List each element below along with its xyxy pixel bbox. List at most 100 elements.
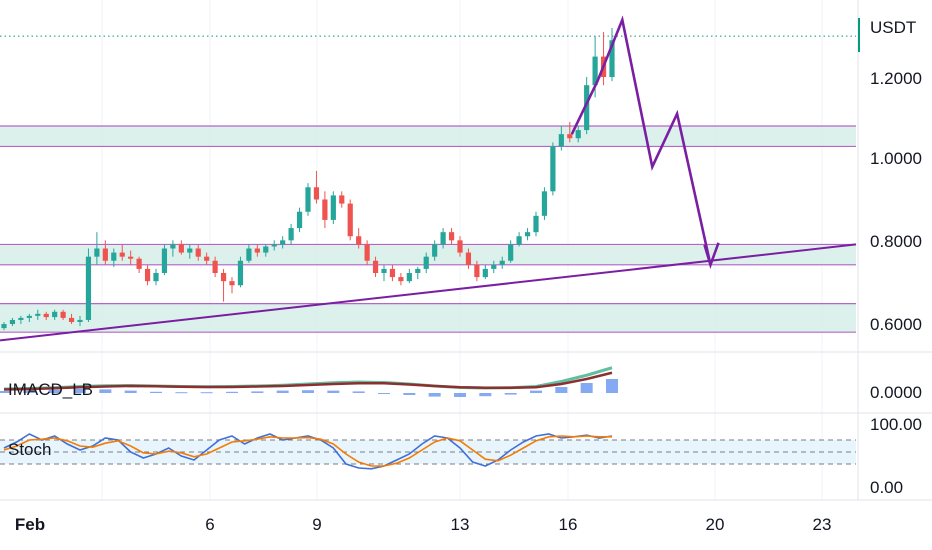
candle-body xyxy=(195,248,201,257)
candle-body xyxy=(389,268,396,278)
time-axis-label: 9 xyxy=(312,515,321,534)
candle-body xyxy=(372,260,379,273)
stoch-k-line xyxy=(3,433,613,470)
candle-body xyxy=(347,203,353,237)
macd-histogram-bar xyxy=(580,383,593,393)
candle-body xyxy=(254,248,260,253)
candle-body xyxy=(52,311,58,318)
candle-body xyxy=(415,268,421,273)
candle-body xyxy=(592,56,598,86)
candle-body xyxy=(524,232,531,237)
candle-body xyxy=(448,232,455,241)
macd-histogram-bar xyxy=(48,389,61,393)
candle-body xyxy=(153,273,159,282)
time-axis-label: 13 xyxy=(451,515,470,534)
macd-histogram-bar xyxy=(327,390,340,393)
projection-arrowhead xyxy=(703,242,720,269)
macd-histogram-bar xyxy=(23,390,36,393)
macd-histogram-bar xyxy=(150,391,162,393)
imacd-legend[interactable]: IMACD_LB xyxy=(8,380,93,399)
candle-body xyxy=(18,317,24,320)
macd-histogram-bar xyxy=(302,390,314,393)
macd-histogram-bar xyxy=(378,393,390,394)
time-axis-label: 16 xyxy=(559,515,578,534)
macd-histogram-bar xyxy=(226,391,238,393)
candle-body xyxy=(102,248,108,261)
candle-body xyxy=(26,315,32,318)
zone-fill xyxy=(0,126,856,147)
candle-body xyxy=(229,281,235,286)
macd-histogram-bar xyxy=(0,391,10,393)
macd-histogram-bar xyxy=(74,389,86,393)
candle-body xyxy=(432,244,438,257)
time-axis-label: Feb xyxy=(15,515,45,534)
candle-body xyxy=(575,130,581,139)
candle-body xyxy=(187,248,193,253)
macd-histogram-bar xyxy=(479,393,492,397)
projection-path xyxy=(570,15,712,266)
candle-body xyxy=(170,244,176,249)
price-tick: 1.0000 xyxy=(870,149,922,168)
price-tick: 1.2000 xyxy=(870,69,922,88)
macd-histogram-bar xyxy=(454,393,466,397)
candle-body xyxy=(1,324,7,329)
candle-body xyxy=(94,248,100,257)
candle-body xyxy=(136,258,142,269)
stoch-axis-tick: 100.00 xyxy=(870,415,922,434)
candle-body xyxy=(9,319,16,325)
candle-body xyxy=(423,256,429,269)
candle-body xyxy=(482,268,488,278)
candle-body xyxy=(305,187,311,212)
candle-body xyxy=(119,252,125,257)
candle-body xyxy=(330,195,336,220)
candle-body xyxy=(609,40,615,77)
price-tick: 0.8000 xyxy=(870,232,922,251)
candle-body xyxy=(313,187,320,200)
candle-body xyxy=(288,228,294,241)
macd-histogram-bar xyxy=(200,392,213,394)
candle-body xyxy=(364,244,370,261)
candle-body xyxy=(77,319,83,322)
zone-fill xyxy=(0,244,856,265)
stoch-legend[interactable]: Stoch xyxy=(8,440,51,459)
macd-histogram-bar xyxy=(504,393,517,395)
candle-body xyxy=(381,268,387,273)
candle-body xyxy=(516,236,522,245)
stoch-d-line xyxy=(3,435,612,467)
macd-histogram-bar xyxy=(555,387,568,393)
candle-body xyxy=(558,134,564,147)
candle-body xyxy=(474,264,480,278)
candle-body xyxy=(322,199,328,220)
candle-body xyxy=(533,215,539,233)
candle-body xyxy=(406,273,412,282)
candle-body xyxy=(212,260,218,273)
candle-body xyxy=(128,256,134,259)
candle-body xyxy=(263,246,269,253)
macd-histogram-bar xyxy=(124,390,137,393)
price-tick: 0.6000 xyxy=(870,315,922,334)
candle-body xyxy=(60,311,66,318)
candle-body xyxy=(220,273,227,282)
macd-histogram-bar xyxy=(428,393,441,397)
macd-histogram-bar xyxy=(276,390,289,393)
macd-histogram-bar xyxy=(352,391,365,393)
candle-body xyxy=(296,211,303,229)
candle-body xyxy=(508,244,514,261)
macd-histogram-bar xyxy=(530,390,542,393)
macd-histogram-bar xyxy=(606,379,618,393)
candle-body xyxy=(246,248,252,261)
macd-histogram-bar xyxy=(403,393,416,395)
macd-histogram-bar xyxy=(99,389,112,393)
quote-currency-label[interactable]: USDT xyxy=(870,18,916,37)
candle-body xyxy=(499,260,505,265)
candle-body xyxy=(35,313,41,316)
macd-histogram-bar xyxy=(251,391,264,393)
candle-body xyxy=(491,264,497,269)
candle-body xyxy=(237,260,244,286)
candle-body xyxy=(541,191,548,216)
zone-fill xyxy=(0,303,856,333)
candle-body xyxy=(339,195,345,204)
candle-body xyxy=(144,268,151,282)
macd-axis-tick: 0.0000 xyxy=(870,383,922,402)
